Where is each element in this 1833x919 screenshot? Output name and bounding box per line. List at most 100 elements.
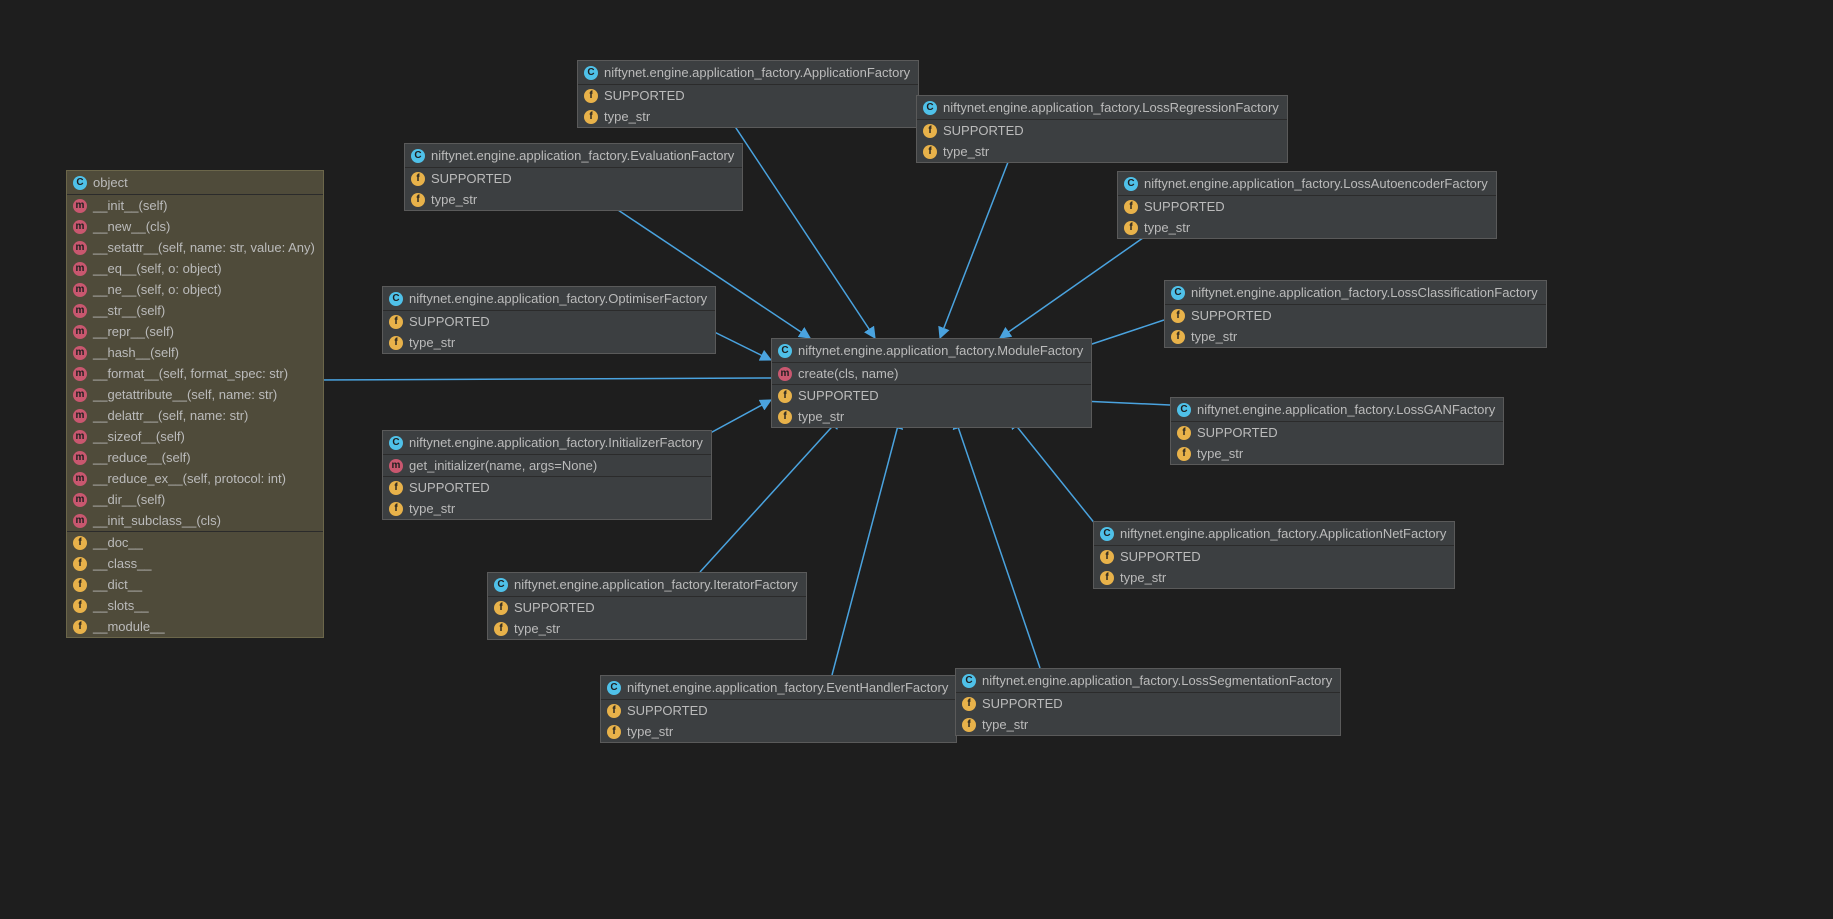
class-node-optimiserfactory[interactable]: Cniftynet.engine.application_factory.Opt…: [382, 286, 716, 354]
class-node-evalfactory[interactable]: Cniftynet.engine.application_factory.Eva…: [404, 143, 743, 211]
class-member[interactable]: m __sizeof__(self): [67, 426, 323, 447]
method-icon: m: [73, 283, 87, 297]
class-member[interactable]: fSUPPORTED: [383, 311, 715, 332]
class-member[interactable]: f__doc__: [67, 532, 323, 553]
class-member[interactable]: fSUPPORTED: [1171, 422, 1503, 443]
class-title[interactable]: Cniftynet.engine.application_factory.Eve…: [601, 676, 956, 700]
class-title[interactable]: Cniftynet.engine.application_factory.Los…: [956, 669, 1340, 693]
class-title[interactable]: Cniftynet.engine.application_factory.Ini…: [383, 431, 711, 455]
class-title[interactable]: Cniftynet.engine.application_factory.App…: [578, 61, 918, 85]
class-member[interactable]: ftype_str: [578, 106, 918, 127]
class-member[interactable]: fSUPPORTED: [1118, 196, 1496, 217]
class-title[interactable]: Cniftynet.engine.application_factory.Los…: [1171, 398, 1503, 422]
class-member[interactable]: m__str__(self): [67, 300, 323, 321]
class-title-text: niftynet.engine.application_factory.Appl…: [604, 65, 910, 80]
class-member[interactable]: ftype_str: [488, 618, 806, 639]
class-member[interactable]: f__dict__: [67, 574, 323, 595]
class-member[interactable]: ftype_str: [956, 714, 1340, 735]
class-member[interactable]: ftype_str: [601, 721, 956, 742]
field-icon: f: [1171, 330, 1185, 344]
inheritance-edge: [1000, 233, 1150, 338]
class-member[interactable]: fSUPPORTED: [405, 168, 742, 189]
class-member[interactable]: ftype_str: [383, 498, 711, 519]
class-member[interactable]: m__dir__(self): [67, 489, 323, 510]
class-title[interactable]: Cniftynet.engine.application_factory.Eva…: [405, 144, 742, 168]
class-title-text: niftynet.engine.application_factory.Iter…: [514, 577, 798, 592]
class-node-appfactory[interactable]: Cniftynet.engine.application_factory.App…: [577, 60, 919, 128]
member-text: SUPPORTED: [409, 314, 490, 329]
class-node-lossclsfactory[interactable]: Cniftynet.engine.application_factory.Los…: [1164, 280, 1547, 348]
class-member[interactable]: ftype_str: [772, 406, 1091, 427]
class-title[interactable]: Cniftynet.engine.application_factory.Opt…: [383, 287, 715, 311]
class-member[interactable]: m__eq__(self, o: object): [67, 258, 323, 279]
class-member[interactable]: f__slots__: [67, 595, 323, 616]
class-member[interactable]: ftype_str: [917, 141, 1287, 162]
class-member[interactable]: fSUPPORTED: [601, 700, 956, 721]
class-member[interactable]: fSUPPORTED: [383, 477, 711, 498]
class-title[interactable]: Cniftynet.engine.application_factory.Los…: [1165, 281, 1546, 305]
field-icon: f: [778, 389, 792, 403]
method-icon: m: [73, 241, 87, 255]
class-member[interactable]: m__getattribute__(self, name: str): [67, 384, 323, 405]
class-node-lossganfactory[interactable]: Cniftynet.engine.application_factory.Los…: [1170, 397, 1504, 465]
class-title-text: niftynet.engine.application_factory.Appl…: [1120, 526, 1446, 541]
method-icon: m: [73, 346, 87, 360]
diagram-canvas[interactable]: Cobjectm__init__(self)m__new__(cls)m__se…: [0, 0, 1833, 919]
class-member[interactable]: ftype_str: [383, 332, 715, 353]
class-member[interactable]: f__class__: [67, 553, 323, 574]
class-member[interactable]: fSUPPORTED: [488, 597, 806, 618]
member-text: __doc__: [93, 535, 143, 550]
field-icon: f: [607, 704, 621, 718]
class-member[interactable]: m__new__(cls): [67, 216, 323, 237]
class-member[interactable]: fSUPPORTED: [1094, 546, 1454, 567]
class-member[interactable]: ftype_str: [1171, 443, 1503, 464]
class-node-evthandlerfactory[interactable]: Cniftynet.engine.application_factory.Eve…: [600, 675, 957, 743]
class-node-losssegfactory[interactable]: Cniftynet.engine.application_factory.Los…: [955, 668, 1341, 736]
class-member[interactable]: ftype_str: [405, 189, 742, 210]
class-member[interactable]: m__delattr__(self, name: str): [67, 405, 323, 426]
class-title[interactable]: Cniftynet.engine.application_factory.Los…: [1118, 172, 1496, 196]
class-node-lossaefactory[interactable]: Cniftynet.engine.application_factory.Los…: [1117, 171, 1497, 239]
class-member[interactable]: m__reduce_ex__(self, protocol: int): [67, 468, 323, 489]
class-member[interactable]: m__repr__(self): [67, 321, 323, 342]
inheritance-edge: [732, 122, 875, 338]
class-member[interactable]: mget_initializer(name, args=None): [383, 455, 711, 476]
class-member[interactable]: m__hash__(self): [67, 342, 323, 363]
class-member[interactable]: fSUPPORTED: [772, 385, 1091, 406]
member-text: __sizeof__(self): [93, 429, 185, 444]
class-title[interactable]: Cniftynet.engine.application_factory.App…: [1094, 522, 1454, 546]
member-text: SUPPORTED: [943, 123, 1024, 138]
class-title[interactable]: Cniftynet.engine.application_factory.Los…: [917, 96, 1287, 120]
class-members: fSUPPORTEDftype_str: [917, 120, 1287, 162]
class-members: fSUPPORTEDftype_str: [1171, 422, 1503, 464]
class-member[interactable]: ftype_str: [1094, 567, 1454, 588]
class-member[interactable]: m__reduce__(self): [67, 447, 323, 468]
class-node-lossregfactory[interactable]: Cniftynet.engine.application_factory.Los…: [916, 95, 1288, 163]
class-node-object[interactable]: Cobjectm__init__(self)m__new__(cls)m__se…: [66, 170, 324, 638]
member-text: type_str: [409, 501, 455, 516]
class-node-appnetfactory[interactable]: Cniftynet.engine.application_factory.App…: [1093, 521, 1455, 589]
class-member[interactable]: m__setattr__(self, name: str, value: Any…: [67, 237, 323, 258]
class-member[interactable]: ftype_str: [1165, 326, 1546, 347]
class-title[interactable]: Cniftynet.engine.application_factory.Ite…: [488, 573, 806, 597]
class-member[interactable]: m__init__(self): [67, 195, 323, 216]
inheritance-edge: [313, 378, 771, 380]
class-title-text: niftynet.engine.application_factory.Init…: [409, 435, 703, 450]
class-member[interactable]: fSUPPORTED: [956, 693, 1340, 714]
class-member[interactable]: f__module__: [67, 616, 323, 637]
class-member[interactable]: ftype_str: [1118, 217, 1496, 238]
class-title-text: niftynet.engine.application_factory.Eval…: [431, 148, 734, 163]
class-member[interactable]: m__format__(self, format_spec: str): [67, 363, 323, 384]
class-node-iterfactory[interactable]: Cniftynet.engine.application_factory.Ite…: [487, 572, 807, 640]
class-member[interactable]: fSUPPORTED: [917, 120, 1287, 141]
method-icon: m: [73, 430, 87, 444]
class-member[interactable]: mcreate(cls, name): [772, 363, 1091, 384]
class-member[interactable]: fSUPPORTED: [1165, 305, 1546, 326]
class-title[interactable]: Cobject: [67, 171, 323, 195]
class-node-modulefactory[interactable]: Cniftynet.engine.application_factory.Mod…: [771, 338, 1092, 428]
class-node-initfactory[interactable]: Cniftynet.engine.application_factory.Ini…: [382, 430, 712, 520]
class-title[interactable]: Cniftynet.engine.application_factory.Mod…: [772, 339, 1091, 363]
class-member[interactable]: m__init_subclass__(cls): [67, 510, 323, 531]
class-member[interactable]: fSUPPORTED: [578, 85, 918, 106]
class-member[interactable]: m__ne__(self, o: object): [67, 279, 323, 300]
